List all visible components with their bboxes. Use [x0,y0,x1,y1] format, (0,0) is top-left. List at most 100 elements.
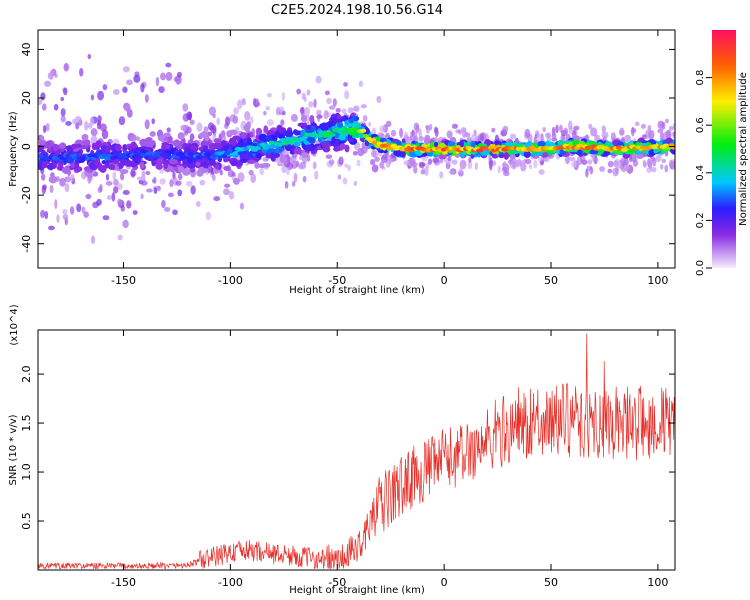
heatmap-speckle [64,183,70,193]
heatmap-cell [321,142,331,149]
heatmap-speckle [299,161,307,170]
heatmap-speckle [432,157,440,164]
heatmap-y-tick-label: -20 [20,186,33,204]
heatmap-speckle [140,193,144,200]
heatmap-cell [537,140,546,147]
heatmap-speckle [212,113,216,119]
heatmap-speckle [180,124,187,131]
heatmap-frame [37,29,676,269]
heatmap-cell [327,120,333,128]
heatmap-cell [523,150,531,159]
heatmap-cell [337,121,344,128]
heatmap-speckle [344,90,350,100]
heatmap-speckle [657,120,665,129]
snr-x-tick-label: 0 [441,576,448,589]
heatmap-speckle [538,169,545,175]
colorbar-tick-label: 0.8 [695,70,706,86]
heatmap-speckle [447,156,452,162]
heatmap-cell [200,168,209,173]
heatmap-speckle [461,127,467,133]
heatmap-cell [113,158,120,165]
heatmap-cell [213,142,221,150]
heatmap-x-axis-label: Height of straight line (km) [289,285,425,296]
heatmap-cell [203,145,208,150]
heatmap-speckle [524,128,531,138]
heatmap-speckle [648,158,653,168]
heatmap-cell [459,139,464,148]
heatmap-cell [348,118,354,124]
heatmap-speckle [439,158,444,164]
heatmap-ridge-cell [284,136,293,141]
heatmap-speckle [337,174,342,180]
heatmap-speckle [660,163,664,170]
heatmap-cell [246,137,252,145]
heatmap-speckle [551,137,558,142]
heatmap-cell [91,142,98,151]
heatmap-speckle [106,195,113,200]
heatmap-speckle [509,160,517,169]
heatmap-speckle [612,167,619,177]
heatmap-speckle [144,119,150,130]
heatmap-speckle [665,118,669,124]
snr-x-tick-label: -100 [218,576,243,589]
heatmap-speckle [324,90,330,96]
heatmap-speckle [85,193,92,200]
heatmap-speckle [286,167,290,176]
heatmap-speckle [418,128,422,139]
heatmap-cell [300,114,307,123]
heatmap-speckle [451,123,459,129]
heatmap-speckle [301,92,306,100]
heatmap-speckle [328,159,335,166]
snr-x-tick-label: -50 [328,576,346,589]
heatmap-speckle [161,199,166,209]
heatmap-speckle [369,159,376,166]
heatmap-speckle [571,159,577,168]
heatmap-speckle [155,76,160,87]
heatmap-speckle [379,161,385,169]
heatmap-ridge-cell [221,154,228,159]
heatmap-speckle [253,98,260,108]
heatmap-speckle [439,171,444,179]
heatmap-cell [399,150,406,158]
heatmap-speckle [670,159,675,168]
heatmap-speckle [446,130,453,139]
heatmap-speckle [501,166,508,173]
heatmap-ridge-cell [301,135,308,140]
heatmap-speckle [63,62,70,72]
heatmap-speckle [79,67,84,77]
heatmap-cell [230,160,237,167]
heatmap-cell [95,157,101,165]
heatmap-ridge-cell [203,152,212,157]
heatmap-speckle [169,179,174,188]
heatmap-ridge-cell [288,140,294,145]
heatmap-speckle [117,234,123,241]
heatmap-speckle [237,99,243,110]
heatmap-cell [156,157,164,166]
heatmap-speckle [413,165,418,174]
heatmap-speckle [423,134,431,145]
heatmap-cell [470,141,476,149]
heatmap-cell [339,143,346,150]
heatmap-x-tick-label: -100 [218,274,243,287]
snr-y-axis-label: SNR (10 * v/v) [8,414,19,485]
heatmap-speckle [190,185,196,195]
heatmap-speckle [120,172,125,181]
heatmap-cell [59,142,67,149]
heatmap-cell [149,131,156,137]
heatmap-y-tick-label: 0 [20,143,33,150]
heatmap-speckle [459,165,463,174]
heatmap-speckle [521,159,526,165]
heatmap-speckle [65,121,72,126]
heatmap-speckle [205,211,212,221]
heatmap-speckle [219,169,223,176]
heatmap-speckle [157,185,161,192]
heatmap-ridge-cell [87,153,95,158]
heatmap-cell [52,143,59,152]
heatmap-speckle [371,149,377,158]
heatmap-speckle [44,211,49,220]
heatmap-speckle [299,155,303,161]
heatmap-cell [82,139,91,146]
heatmap-speckle [244,110,251,121]
heatmap-speckle [640,123,647,129]
heatmap-speckle [53,103,59,111]
